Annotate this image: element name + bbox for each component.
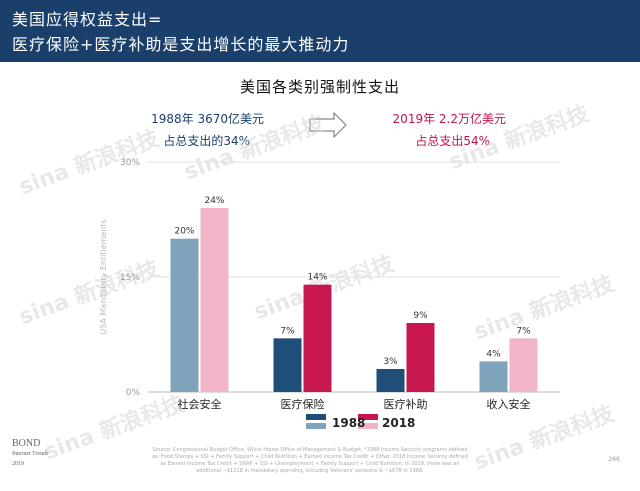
bond-logo-year: 2019	[12, 461, 24, 467]
annotation-2019-share: 占总支出54%	[415, 134, 490, 148]
page-number: 266	[608, 456, 620, 463]
right-arrow-icon	[309, 112, 347, 138]
y-tick-label: 15%	[120, 273, 140, 283]
bar-1988-1	[273, 338, 302, 392]
legend-swatch-2018-light	[358, 423, 378, 429]
legend-swatch-1988-dark	[306, 414, 326, 420]
legend-swatch-1988-light	[306, 423, 326, 429]
bar-2018-0	[200, 208, 229, 392]
bar-1988-3	[479, 361, 508, 392]
x-category-label: 收入安全	[487, 397, 531, 411]
legend-swatch-2018-dark	[358, 414, 378, 420]
data-label: 20%	[174, 227, 194, 237]
annotation-2019-total: 2019年 2.2万亿美元	[392, 112, 506, 126]
annotation-1988-share: 占总支出的34%	[163, 134, 250, 148]
bond-logo-subtitle: Internet Trends	[12, 451, 49, 457]
bar-2018-2	[406, 323, 435, 392]
data-label: 7%	[516, 326, 531, 336]
data-label: 3%	[383, 357, 398, 367]
annotation-1988-total: 1988年 3670亿美元	[151, 112, 264, 126]
y-tick-label: 0%	[126, 388, 141, 398]
bar-1988-2	[376, 369, 405, 392]
source-note: Source: Congressional Budget Office, Whi…	[152, 447, 468, 474]
data-label: 7%	[280, 326, 295, 336]
x-category-label: 医疗保险	[281, 397, 325, 411]
data-label: 14%	[307, 273, 327, 283]
x-category-label: 医疗补助	[384, 397, 428, 411]
bond-logo: BOND Internet Trends 2019	[12, 439, 49, 469]
data-label: 24%	[204, 196, 224, 206]
bar-2018-1	[303, 284, 332, 392]
bond-logo-text: BOND	[12, 438, 41, 449]
y-tick-label: 30%	[120, 158, 140, 168]
chart-title: 美国各类别强制性支出	[239, 78, 400, 96]
y-axis-label: USA Mandatory Entitlements	[99, 219, 108, 334]
data-label: 9%	[413, 311, 428, 321]
bar-1988-0	[170, 238, 199, 392]
header-title-line2: 医疗保险+医疗补助是支出增长的最大推动力	[12, 35, 350, 54]
x-category-label: 社会安全	[178, 397, 222, 411]
data-label: 4%	[486, 349, 501, 359]
legend-label-2018: 2018	[382, 416, 416, 430]
bar-2018-3	[509, 338, 538, 392]
slide-header: 美国应得权益支出= 医疗保险+医疗补助是支出增长的最大推动力	[0, 0, 640, 62]
legend-label-1988: 1988	[332, 416, 366, 430]
header-title-line1: 美国应得权益支出=	[12, 10, 163, 29]
